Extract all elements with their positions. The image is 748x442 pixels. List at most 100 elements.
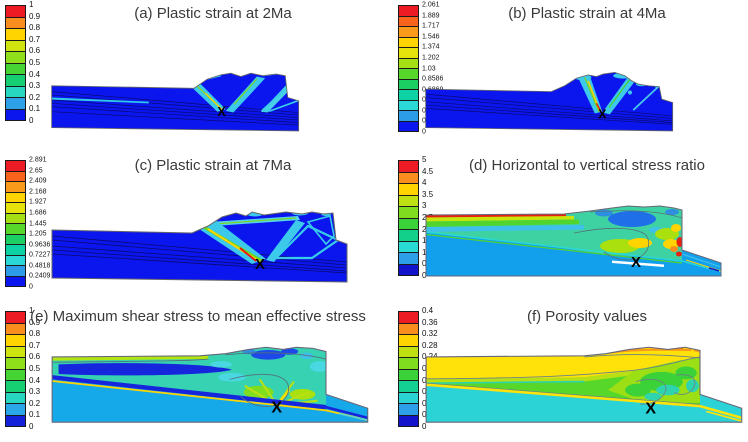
contour-plot-e: X [51,346,369,423]
colorbar-segment [399,345,418,357]
colorbar-segment [6,212,25,223]
colorbar-segment [6,275,25,286]
colorbar-tick-label: 0.9 [29,317,41,327]
colorbar-tick-label: 4.5 [422,166,434,176]
colorbar-segment [399,110,418,121]
colorbar-e-ticks: 1 0.9 0.8 0.7 0.6 0.5 0.4 0.3 0.2 0.1 0 [29,307,69,431]
colorbar-tick-label: 2.061 [422,1,440,9]
colorbar-tick-label: 0 [422,128,426,136]
colorbar-segment [399,183,418,195]
colorbar-tick-label: 0.8 [29,329,41,339]
bedding-lines [52,235,347,274]
contour-lines [52,352,327,407]
shear-bands [196,212,341,264]
colorbar-tick-label: 0.9636 [29,241,51,249]
colorbar-segment [399,368,418,380]
colorbar-tick-label: 0.9 [29,11,41,21]
colorbar-segment [6,254,25,265]
panel-f-title: (f) Porosity values [526,308,648,325]
colorbar-segment [6,345,25,357]
colorbar-segment [399,36,418,47]
colorbar-segment [6,391,25,403]
colorbar-segment [399,26,418,37]
colorbar-segment [6,233,25,244]
colorbar-segment [6,380,25,392]
body-outline [425,205,722,277]
x-marker: X [217,105,226,119]
contour-lines [426,354,701,405]
colorbar-tick-label: 1.546 [422,33,440,41]
model-body [51,73,299,131]
colorbar-segment [6,357,25,369]
colorbar-tick-label: 0.1 [29,104,41,114]
colorbar-tick-label: 1.374 [422,43,440,51]
colorbar-segment [6,108,25,120]
colorbar-segment [399,380,418,392]
colorbar-tick-label: 2.65 [29,167,43,175]
colorbar-segment [6,161,25,171]
colorbar-segment [6,265,25,276]
colorbar-a: 1 0.9 0.8 0.7 0.6 0.5 0.4 0.3 0.2 0.1 0 [5,1,69,125]
colorbar-a-ticks: 1 0.9 0.8 0.7 0.6 0.5 0.4 0.3 0.2 0.1 0 [29,1,69,125]
colorbar-segment [399,206,418,218]
colorbar-tick-label: 0 [422,271,427,280]
model-body [426,206,721,276]
colorbar-segment [6,6,25,17]
decollement-stripes [426,231,721,273]
x-marker: X [631,254,641,271]
colorbar-tick-label: 0.6 [29,352,41,362]
colorbar-tick-label: 0.2409 [29,272,51,280]
x-marker: X [645,400,656,418]
colorbar-tick-label: 1.202 [422,54,440,62]
colorbar-tick-label: 0.4 [29,69,41,79]
panel-b: 2.061 1.889 1.717 1.546 1.374 1.202 1.03 0.8586… [374,0,748,147]
colorbar-segment [6,74,25,86]
x-marker: X [271,399,282,417]
colorbar-tick-label: 0.8586 [422,75,444,83]
colorbar-b: 2.061 1.889 1.717 1.546 1.374 1.202 1.03 0.8586… [398,1,462,136]
colorbar-tick-label: 0.4818 [29,262,51,270]
colorbar-segment [399,391,418,403]
contour-plot-d: X [425,205,722,277]
body-outline [51,211,348,283]
colorbar-tick-label: 1.03 [422,65,436,72]
colorbar-tick-label: 0.2 [29,92,41,102]
colorbar-tick-label: 0.6 [29,46,41,56]
panel-a-title: (a) Plastic strain at 2Ma [134,5,292,22]
colorbar-tick-label: 1.205 [29,230,47,238]
contour-plot-f: X [425,346,743,423]
x-marker: X [598,107,607,121]
x-marker: X [255,256,265,273]
colorbar-a-swatches [5,5,26,121]
model-body [425,72,673,131]
colorbar-tick-label: 0.3 [29,387,41,397]
colorbar-segment [6,202,25,213]
colorbar-segment [399,357,418,369]
colorbar-tick-label: 0 [29,283,33,291]
panel-c: 2.891 2.65 2.409 2.168 1.927 1.686 1.445 1.205 0… [0,148,374,295]
panel-a: 1 0.9 0.8 0.7 0.6 0.5 0.4 0.3 0.2 0.1 0 (a) Plasti… [0,0,374,147]
colorbar-segment [399,229,418,241]
contour-plot-c: X [51,211,348,283]
colorbar-segment [399,240,418,252]
colorbar-segment [6,244,25,255]
panel-d-title: (d) Horizontal to vertical stress ratio [469,157,705,174]
colorbar-segment [399,312,418,323]
body-outline [425,71,674,132]
colorbar-tick-label: 3 [422,201,427,211]
colorbar-e: 1 0.9 0.8 0.7 0.6 0.5 0.4 0.3 0.2 0.1 0 [5,307,69,431]
colorbar-tick-label: 1 [422,247,427,257]
colorbar-segment [6,181,25,192]
colorbar-segment [399,78,418,89]
colorbar-c: 2.891 2.65 2.409 2.168 1.927 1.686 1.445 1.205 0… [5,156,69,291]
colorbar-segment [6,62,25,74]
colorbar-tick-label: 0.5 [29,364,41,373]
colorbar-e-swatches [5,311,26,427]
colorbar-tick-label: 2.891 [29,156,47,164]
colorbar-segment [399,252,418,264]
colorbar-tick-label: 5 [422,155,427,164]
colorbar-tick-label: 0.7227 [29,251,51,259]
colorbar-segment [6,16,25,28]
colorbar-tick-label: 0 [422,422,427,431]
